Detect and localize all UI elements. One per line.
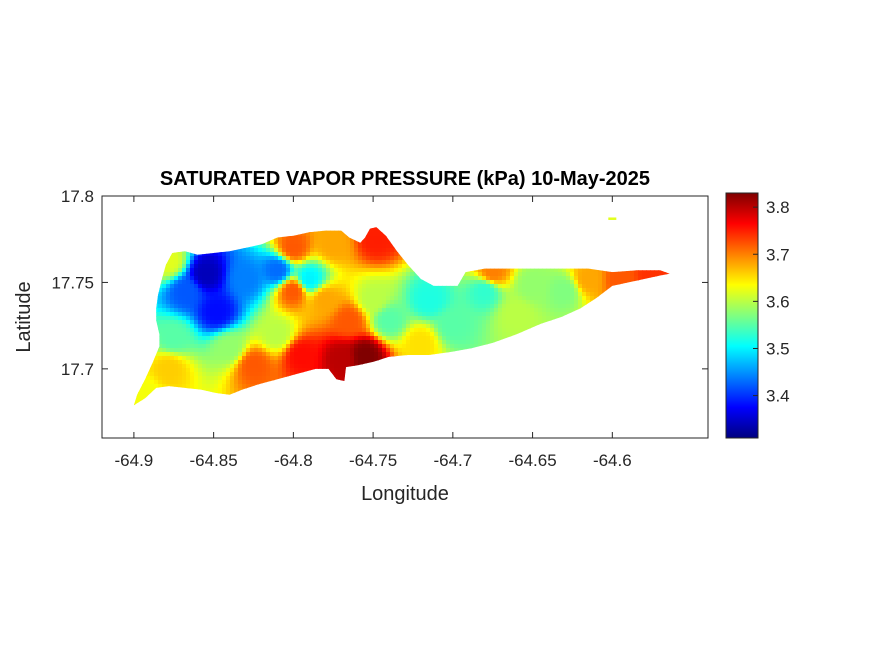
colorbar-tick-label: 3.8 xyxy=(766,198,790,217)
x-tick-label: -64.85 xyxy=(190,451,238,470)
x-axis: -64.9 -64.85 -64.8 -64.75 -64.7 -64.65 -64.6 xyxy=(115,196,632,470)
x-tick-label: -64.9 xyxy=(115,451,154,470)
x-tick-label: -64.7 xyxy=(433,451,472,470)
islet-layer xyxy=(608,217,617,220)
colorbar-gradient xyxy=(726,193,758,438)
colorbar-tick-label: 3.6 xyxy=(766,292,790,311)
y-tick-label: 17.8 xyxy=(61,187,94,206)
colorbar: 3.4 3.5 3.6 3.7 3.8 xyxy=(725,192,790,439)
x-tick-label: -64.75 xyxy=(349,451,397,470)
x-tick-label: -64.6 xyxy=(593,451,632,470)
y-axis: 17.7 17.75 17.8 xyxy=(51,187,708,379)
axes-box xyxy=(101,195,709,439)
colorbar-tick-label: 3.4 xyxy=(766,387,790,406)
x-tick-label: -64.8 xyxy=(274,451,313,470)
colorbar-tick-label: 3.5 xyxy=(766,339,790,358)
colorbar-ticks: 3.4 3.5 3.6 3.7 3.8 xyxy=(753,198,790,406)
colorbar-tick-label: 3.7 xyxy=(766,245,790,264)
x-axis-label: Longitude xyxy=(361,483,449,505)
colorbar-frame xyxy=(725,192,759,439)
chart-title: SATURATED VAPOR PRESSURE (kPa) 10-May-20… xyxy=(160,168,650,190)
islet-mark xyxy=(608,217,617,220)
y-tick-label: 17.75 xyxy=(51,273,94,292)
y-axis-label: Latitude xyxy=(13,281,35,352)
x-tick-label: -64.65 xyxy=(508,451,556,470)
y-tick-label: 17.7 xyxy=(61,360,94,379)
